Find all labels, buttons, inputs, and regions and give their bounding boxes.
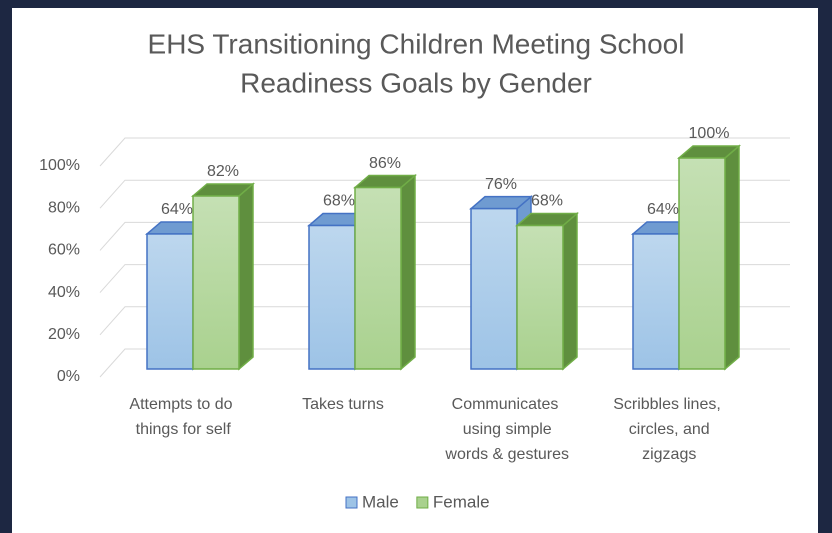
- data-label: 86%: [369, 155, 401, 172]
- y-tick-label: 40%: [48, 284, 80, 301]
- x-tick-label: Takes turns: [302, 396, 384, 413]
- y-tick-label: 60%: [48, 242, 80, 259]
- x-tick-label: Scribbles lines, circles, and zigzags: [613, 396, 721, 463]
- bar-front: [192, 195, 240, 370]
- x-tick-label: Attempts to do things for self: [129, 396, 232, 438]
- data-label: 64%: [647, 201, 679, 218]
- y-tick-label: 0%: [57, 368, 80, 385]
- bar-front: [632, 233, 680, 370]
- bar: [514, 211, 580, 371]
- legend-swatch: [345, 496, 358, 509]
- bar: [190, 182, 256, 371]
- x-tick-label: Communicates using simple words & gestur…: [441, 396, 569, 463]
- data-label: 68%: [531, 193, 563, 210]
- bar-front: [146, 233, 194, 370]
- y-tick-label: 20%: [48, 326, 80, 343]
- bar-front: [470, 207, 518, 370]
- bar-front: [308, 224, 356, 370]
- legend-swatch: [416, 496, 429, 509]
- bar-front: [516, 224, 564, 370]
- bar-front: [678, 157, 726, 370]
- data-label: 64%: [161, 201, 193, 218]
- bar: [676, 144, 742, 371]
- grid-line: [99, 137, 790, 167]
- bar-side: [238, 182, 254, 371]
- y-tick-label: 100%: [39, 157, 80, 174]
- y-tick-label: 80%: [48, 199, 80, 216]
- bar-side: [562, 211, 578, 371]
- grid-line: [99, 179, 790, 209]
- legend-label: Male: [362, 492, 399, 511]
- legend-label: Female: [433, 492, 490, 511]
- chart-title: EHS Transitioning Children Meeting Schoo…: [148, 28, 685, 59]
- data-label: 82%: [207, 163, 239, 180]
- bar-front: [354, 186, 402, 370]
- data-label: 100%: [689, 125, 730, 142]
- bar-side: [400, 173, 416, 371]
- chart-title: Readiness Goals by Gender: [240, 67, 592, 98]
- bar: [352, 173, 418, 371]
- data-label: 68%: [323, 193, 355, 210]
- data-label: 76%: [485, 176, 517, 193]
- bar-side: [724, 144, 740, 371]
